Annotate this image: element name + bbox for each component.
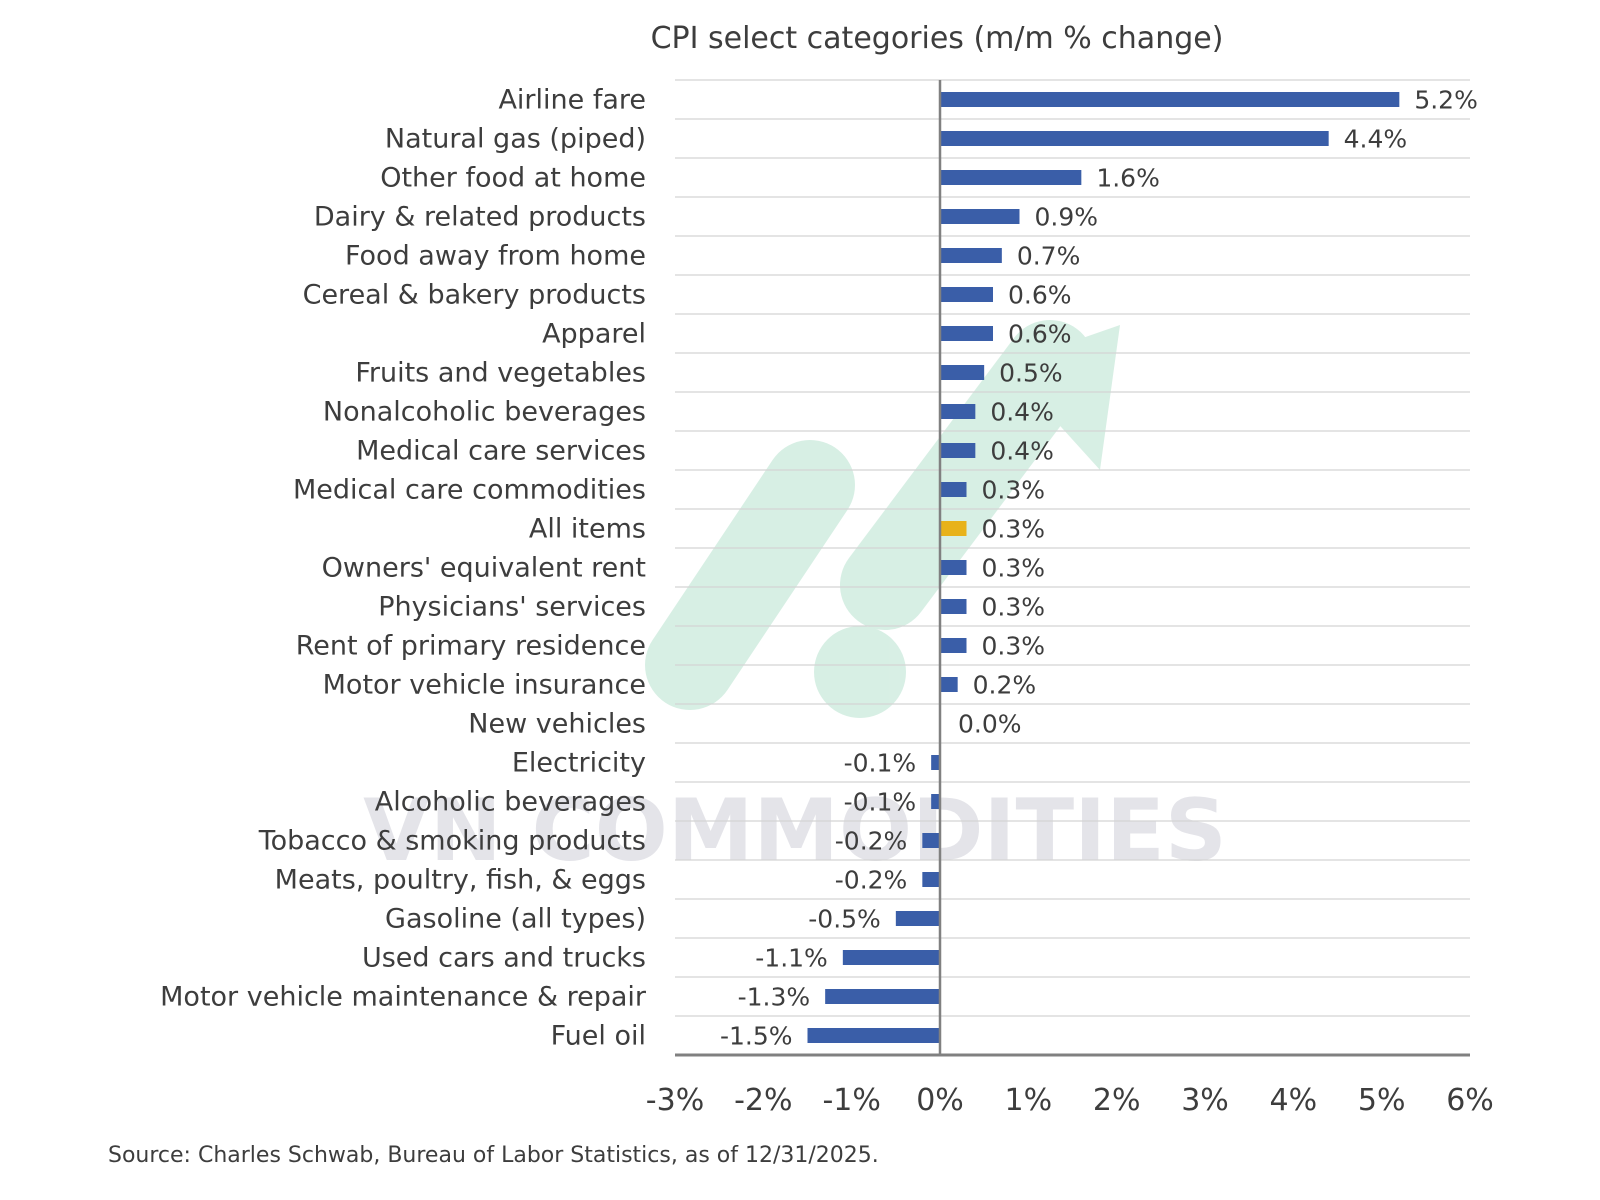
category-label: New vehicles [468, 709, 646, 740]
x-tick-label: 5% [1358, 1083, 1406, 1118]
category-label: Gasoline (all types) [385, 904, 646, 935]
category-label: Airline fare [498, 85, 646, 116]
data-label: -0.2% [835, 866, 908, 895]
category-label: Medical care commodities [293, 475, 646, 506]
category-label: Electricity [512, 748, 646, 779]
category-label: Food away from home [345, 241, 646, 272]
bar [842, 950, 940, 965]
category-label: All items [529, 514, 646, 545]
bar [940, 131, 1329, 146]
bar [940, 482, 967, 497]
category-label: Tobacco & smoking products [258, 826, 646, 857]
chart-title: CPI select categories (m/m % change) [651, 21, 1224, 56]
category-label: Other food at home [380, 163, 646, 194]
data-label: -1.3% [738, 983, 811, 1012]
bar [940, 287, 993, 302]
category-label: Fruits and vegetables [355, 358, 646, 389]
x-tick-label: -1% [822, 1083, 880, 1118]
category-label: Cereal & bakery products [303, 280, 646, 311]
data-label: -1.1% [755, 944, 828, 973]
data-label: -0.2% [835, 827, 908, 856]
category-label: Rent of primary residence [296, 631, 646, 662]
grid-lines [675, 79, 1470, 1056]
data-label: 5.2% [1414, 86, 1478, 115]
category-label: Natural gas (piped) [385, 124, 646, 155]
bar [940, 443, 976, 458]
x-axis [675, 80, 1470, 1057]
bar [825, 989, 940, 1004]
data-label: 0.6% [1008, 281, 1072, 310]
data-label: 0.3% [982, 476, 1046, 505]
bar [940, 326, 993, 341]
category-label: Nonalcoholic beverages [323, 397, 646, 428]
category-label: Motor vehicle insurance [323, 670, 646, 701]
bar [940, 560, 967, 575]
watermark-text: VN COMMODITIES [363, 781, 1227, 881]
bar [940, 92, 1400, 107]
data-label: -0.1% [844, 788, 917, 817]
x-tick-label: 3% [1181, 1083, 1229, 1118]
x-tick-label: -3% [646, 1083, 704, 1118]
bar [922, 872, 940, 887]
bar [940, 170, 1082, 185]
category-label: Used cars and trucks [362, 943, 646, 974]
bar [940, 248, 1002, 263]
data-label: 0.9% [1035, 203, 1099, 232]
data-label: 0.3% [982, 554, 1046, 583]
category-label: Motor vehicle maintenance & repair [160, 982, 647, 1013]
data-label: 0.4% [990, 437, 1054, 466]
value-labels: 5.2%4.4% 1.6% 0.9% 0.7% 0.6% 0.6% 0.5% 0.4% 0.4%… [720, 86, 1478, 1051]
x-tick-label: 4% [1270, 1083, 1318, 1118]
bars [807, 92, 1400, 1043]
category-labels: Airline fare Natural gas (piped) Other foo… [160, 85, 647, 1052]
x-tick-label: -2% [734, 1083, 792, 1118]
data-label: 0.3% [982, 632, 1046, 661]
category-label: Owners' equivalent rent [322, 553, 646, 584]
bar [931, 794, 940, 809]
data-label: 0.3% [982, 515, 1046, 544]
category-label: Alcoholic beverages [375, 787, 646, 818]
data-label: 0.5% [999, 359, 1063, 388]
data-label: 4.4% [1344, 125, 1408, 154]
data-label: 1.6% [1096, 164, 1160, 193]
x-tick-label: 1% [1005, 1083, 1053, 1118]
x-tick-labels: -3% -2% -1% 0% 1% 2% 3% 4% 5% 6% [646, 1083, 1494, 1118]
bar [940, 599, 967, 614]
bar [807, 1028, 940, 1043]
data-label: 0.6% [1008, 320, 1072, 349]
bar [940, 677, 958, 692]
data-label: -0.1% [844, 749, 917, 778]
data-label: 0.2% [973, 671, 1037, 700]
data-label: 0.3% [982, 593, 1046, 622]
bar [922, 833, 940, 848]
bar [940, 404, 976, 419]
data-label: 0.4% [990, 398, 1054, 427]
data-label: -1.5% [720, 1022, 793, 1051]
category-label: Medical care services [356, 436, 646, 467]
bar [931, 755, 940, 770]
data-label: 0.7% [1017, 242, 1081, 271]
data-label: -0.5% [808, 905, 881, 934]
x-tick-label: 2% [1093, 1083, 1141, 1118]
x-tick-label: 0% [916, 1083, 964, 1118]
bar [940, 365, 985, 380]
source-note: Source: Charles Schwab, Bureau of Labor … [108, 1143, 879, 1168]
category-label: Fuel oil [551, 1021, 646, 1052]
data-label: 0.0% [958, 710, 1022, 739]
category-label: Physicians' services [378, 592, 646, 623]
category-label: Meats, poultry, fish, & eggs [275, 865, 646, 896]
bar [895, 911, 940, 926]
bar [940, 521, 967, 536]
bar [940, 638, 967, 653]
category-label: Dairy & related products [314, 202, 646, 233]
x-tick-label: 6% [1446, 1083, 1494, 1118]
category-label: Apparel [542, 319, 646, 350]
bar [940, 209, 1020, 224]
